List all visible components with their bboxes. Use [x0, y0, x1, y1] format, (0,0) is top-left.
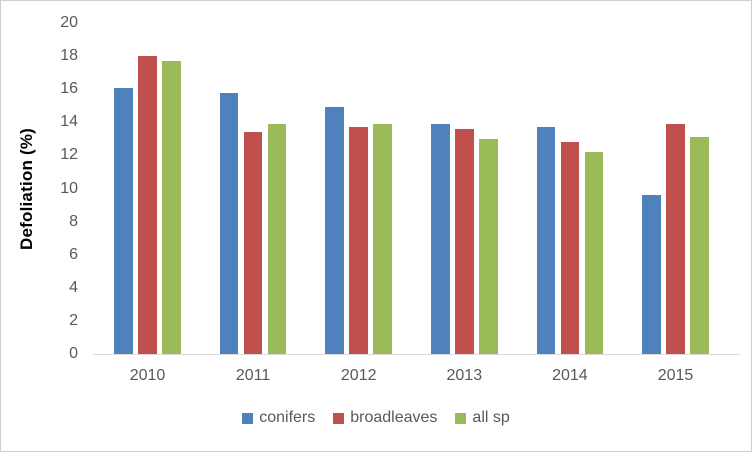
bar-broadleaves-2013: [455, 128, 474, 354]
legend-label: broadleaves: [350, 409, 438, 426]
y-tick-label: 18: [60, 47, 78, 65]
bar-all-sp-2015: [690, 137, 709, 354]
bar-conifers-2013: [431, 123, 450, 354]
bar-all-sp-2013: [479, 138, 498, 354]
legend-item-conifers: conifers: [242, 408, 315, 428]
bar-broadleaves-2014: [560, 142, 580, 354]
bar-broadleaves-2011: [243, 132, 263, 354]
bar-conifers-2015: [642, 195, 661, 354]
y-tick-label: 16: [60, 80, 78, 98]
x-tick-label: 2012: [340, 367, 377, 384]
x-tick-label: 2010: [129, 367, 166, 384]
x-tick-label: 2015: [657, 367, 694, 384]
y-tick-label: 0: [69, 345, 78, 362]
x-tick-label: 2014: [552, 367, 588, 384]
y-tick-label: 20: [60, 14, 78, 31]
bar-broadleaves-2015: [666, 123, 685, 354]
y-tick-label: 6: [69, 245, 78, 263]
y-tick-label: 12: [60, 146, 78, 164]
bar-broadleaves-2012: [349, 127, 368, 354]
x-axis-line: [93, 354, 740, 355]
legend-swatch-icon: [333, 412, 345, 424]
legend-swatch-icon: [242, 412, 254, 424]
legend-label: conifers: [259, 409, 316, 426]
bar-conifers-2011: [219, 92, 239, 354]
y-tick-label: 10: [60, 179, 78, 197]
bar-all-sp-2012: [373, 123, 392, 354]
x-tick-label: 2011: [235, 367, 271, 384]
legend: conifers broadleaves all sp: [0, 406, 752, 430]
bar-conifers-2010: [114, 87, 133, 354]
bar-conifers-2014: [536, 127, 556, 354]
bar-conifers-2012: [325, 107, 344, 354]
y-tick-label: 2: [69, 311, 78, 329]
legend-label: all sp: [472, 409, 510, 426]
x-tick-label: 2013: [446, 367, 483, 384]
bar-all-sp-2010: [162, 61, 181, 354]
legend-item-all-sp: all sp: [455, 408, 510, 428]
y-tick-label: 14: [60, 113, 78, 131]
bar-all-sp-2014: [584, 152, 604, 354]
bar-broadleaves-2010: [138, 56, 157, 354]
legend-item-broadleaves: broadleaves: [333, 408, 437, 428]
y-tick-label: 4: [69, 278, 78, 296]
legend-swatch-icon: [455, 412, 467, 424]
y-tick-label: 8: [69, 212, 78, 230]
bar-all-sp-2011: [267, 123, 287, 354]
